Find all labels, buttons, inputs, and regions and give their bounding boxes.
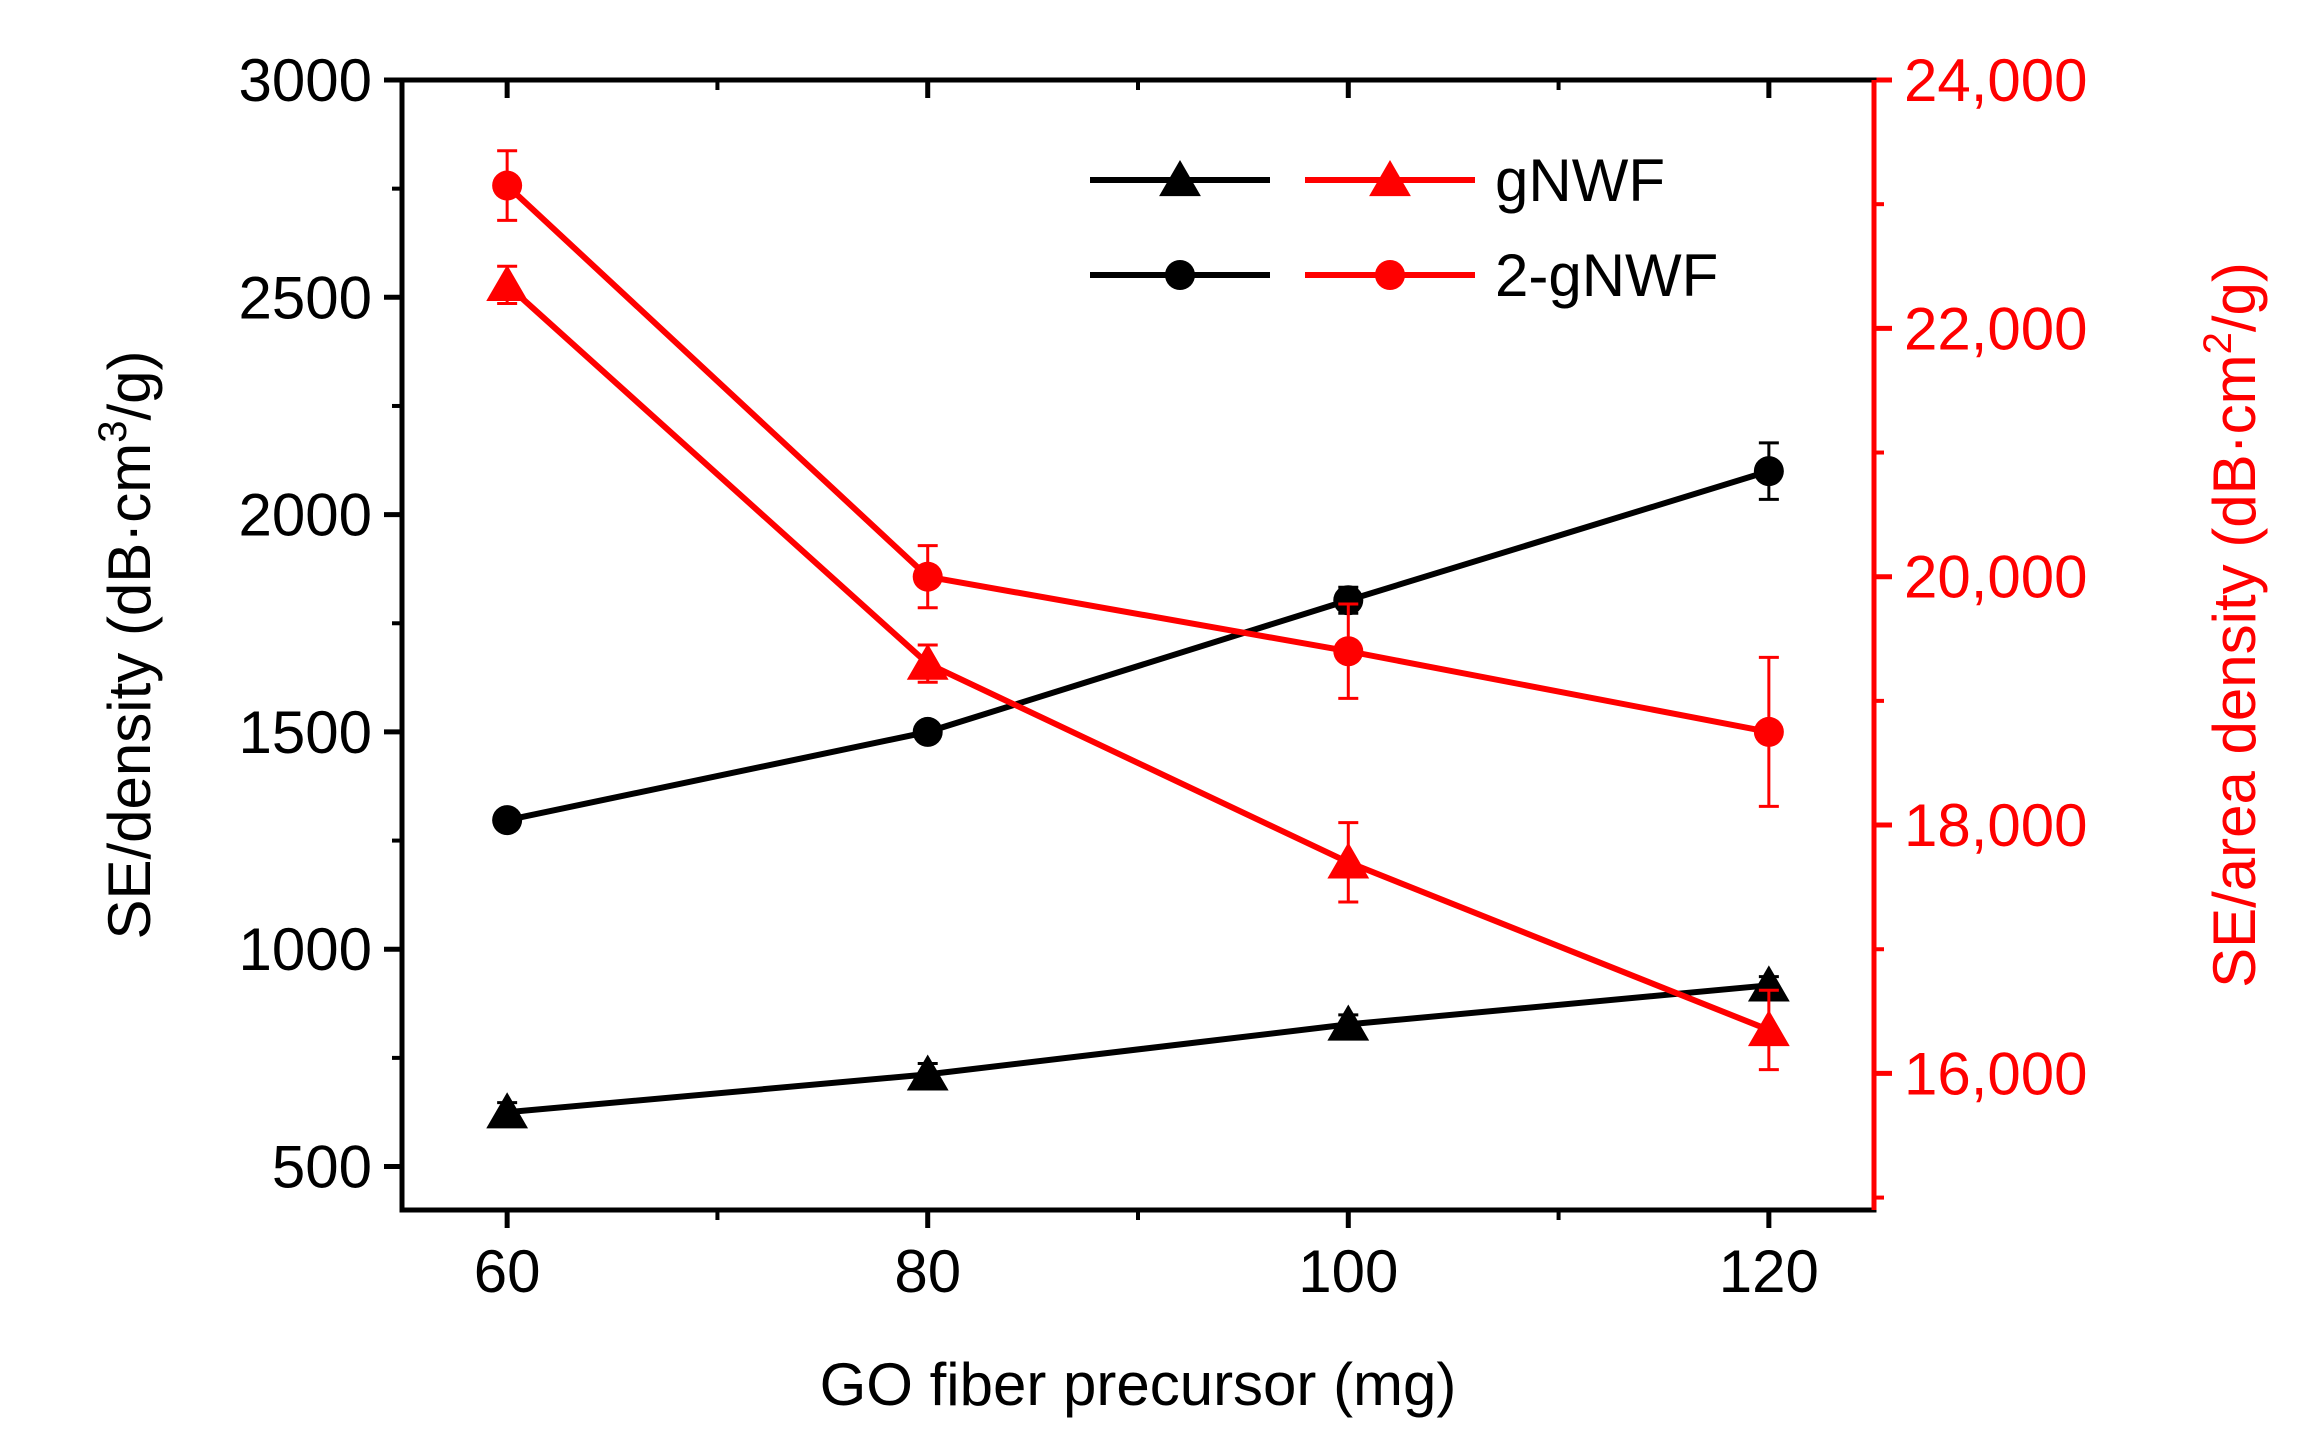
data-point	[906, 1054, 949, 1091]
legend-marker-red	[1369, 160, 1411, 197]
data-point	[912, 716, 943, 747]
series-line	[506, 468, 1770, 824]
series-gnwf-se-density-	[486, 965, 1790, 1129]
data-point	[492, 170, 523, 201]
x-tick-label: 60	[474, 1238, 541, 1305]
legend-item-2-gnwf: 2-gNWF	[1090, 242, 1718, 309]
data-point	[1747, 965, 1790, 1002]
y-right-tick-label: 16,000	[1904, 1040, 2088, 1107]
legend-label: 2-gNWF	[1495, 242, 1718, 309]
data-point	[492, 805, 523, 836]
legend: gNWF 2-gNWF	[1090, 147, 1718, 309]
legend-marker-black	[1165, 260, 1195, 290]
series-line	[506, 982, 1770, 1116]
data-point	[486, 1092, 529, 1129]
y-right-tick-label: 20,000	[1904, 544, 2088, 611]
data-point	[906, 643, 949, 680]
legend-marker-black	[1159, 160, 1201, 197]
legend-item-gnwf: gNWF	[1090, 147, 1665, 214]
y-right-tick-label: 24,000	[1904, 47, 2088, 114]
y-right-tick-label: 22,000	[1904, 295, 2088, 362]
y-left-tick-label: 3000	[239, 47, 372, 114]
legend-label: gNWF	[1495, 147, 1665, 214]
series-layer	[486, 149, 1790, 1129]
series-2-gnwf-se-area-density-	[492, 149, 1784, 808]
tick-labels: 500 1000 1500 2000 2500 3000 16,000 18,000 20,00…	[239, 47, 2088, 1305]
data-point	[1333, 585, 1364, 616]
y-right-tick-label: 18,000	[1904, 792, 2088, 859]
series-gnwf-se-area-density-	[486, 264, 1790, 1072]
y-left-tick-label: 500	[272, 1134, 372, 1201]
x-tick-label: 120	[1719, 1238, 1819, 1305]
y-left-tick-label: 2000	[239, 482, 372, 549]
data-point	[486, 264, 529, 302]
y-left-tick-label: 2500	[239, 264, 372, 331]
legend-marker-red	[1375, 260, 1405, 290]
y-left-tick-label: 1000	[239, 916, 372, 983]
data-point	[912, 561, 943, 592]
y-left-axis-title: SE/density (dB·cm3/g)	[91, 350, 163, 939]
series-2-gnwf-se-density-	[492, 441, 1784, 836]
data-point	[1753, 456, 1784, 487]
x-tick-label: 100	[1298, 1238, 1398, 1305]
tick-marks	[384, 77, 1892, 1228]
data-point	[1327, 842, 1370, 879]
data-point	[1333, 636, 1364, 667]
data-point	[1753, 716, 1784, 747]
y-left-tick-label: 1500	[239, 699, 372, 766]
x-axis-title: GO fiber precursor (mg)	[820, 1351, 1457, 1418]
x-tick-label: 80	[894, 1238, 961, 1305]
data-point	[1327, 1004, 1370, 1041]
y-right-axis-title: SE/area density (dB·cm2/g)	[2196, 262, 2268, 988]
data-point	[1747, 1009, 1790, 1047]
series-line	[505, 183, 1770, 735]
series-line	[505, 282, 1770, 1033]
